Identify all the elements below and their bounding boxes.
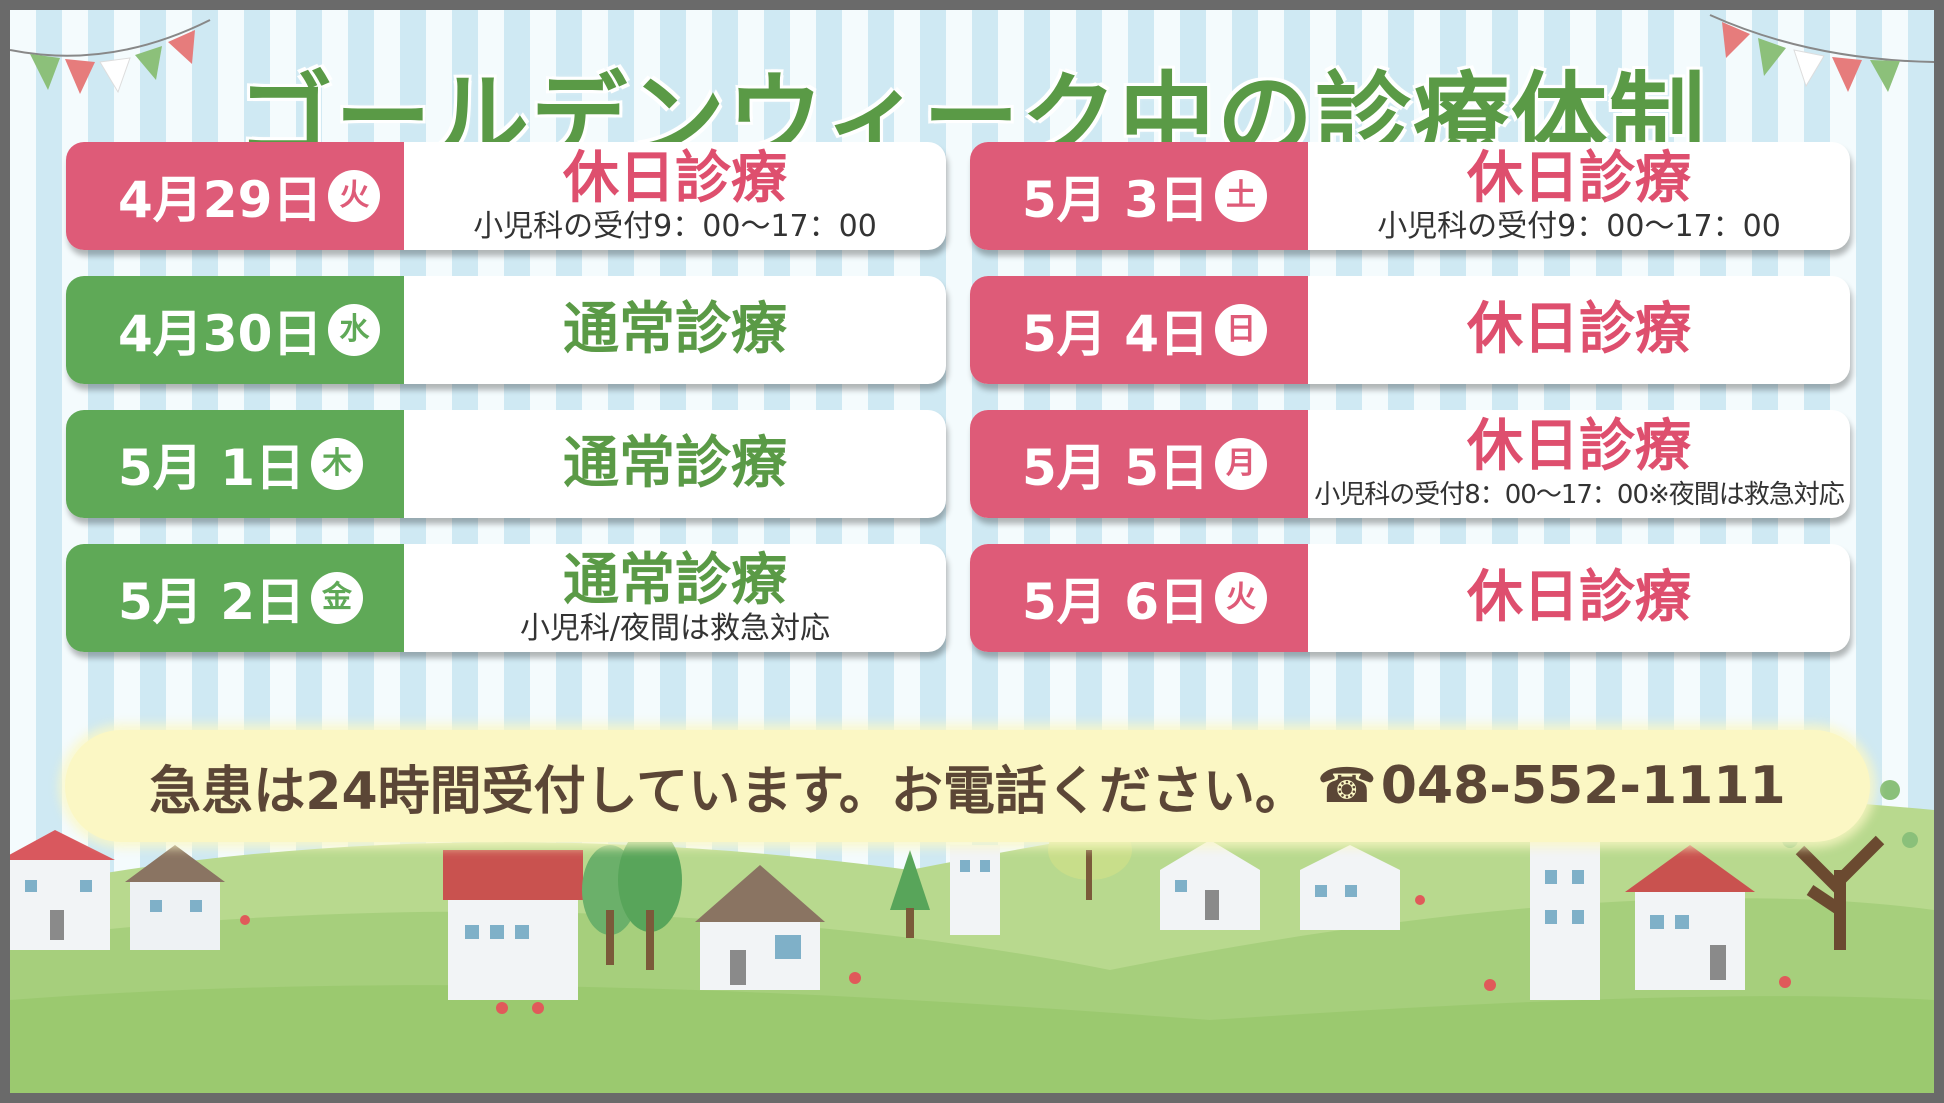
house-icon [443, 850, 583, 1000]
status-label: 通常診療 [563, 548, 787, 613]
weekday-badge: 火 [1215, 572, 1267, 624]
status-cell: 休日診療 小児科の受付9：00～17：00 [404, 142, 946, 250]
house-icon [1625, 845, 1755, 990]
status-label: 休日診療 [1467, 297, 1691, 362]
tree-icon [890, 850, 930, 938]
weekday-badge: 金 [311, 572, 363, 624]
date-label: 5月 3日 [1022, 171, 1209, 229]
date-label: 5月 4日 [1022, 305, 1209, 363]
status-label: 休日診療 [563, 146, 787, 211]
schedule-row: 5月 4日 日 休日診療 [970, 276, 1850, 384]
house-icon [10, 830, 115, 950]
date-label: 5月 5日 [1022, 439, 1209, 497]
status-label: 通常診療 [563, 431, 787, 496]
weekday-badge: 月 [1215, 438, 1267, 490]
date-cell: 5月 5日 月 [970, 410, 1308, 518]
weekday-badge: 木 [311, 438, 363, 490]
status-label: 通常診療 [563, 297, 787, 362]
status-note: 小児科の受付8：00～17：00※夜間は救急対応 [1314, 480, 1845, 510]
weekday-badge: 土 [1215, 170, 1267, 222]
schedule-row: 5月 3日 土 休日診療 小児科の受付9：00～17：00 [970, 142, 1850, 250]
date-label: 4月29日 [118, 171, 323, 229]
date-label: 4月30日 [118, 305, 323, 363]
status-cell: 通常診療 小児科/夜間は救急対応 [404, 544, 946, 652]
house-icon [1160, 840, 1260, 930]
schedule-row: 5月 6日 火 休日診療 [970, 544, 1850, 652]
status-label: 休日診療 [1467, 565, 1691, 630]
status-note: 小児科の受付9：00～17：00 [1377, 209, 1781, 244]
status-cell: 休日診療 小児科の受付9：00～17：00 [1308, 142, 1850, 250]
phone-number[interactable]: 048-552-1111 [1380, 756, 1786, 816]
date-label: 5月 6日 [1022, 573, 1209, 631]
house-icon [125, 845, 225, 950]
schedule-row: 5月 1日 木 通常診療 [66, 410, 946, 518]
status-cell: 休日診療 [1308, 544, 1850, 652]
mid-hill [10, 898, 1934, 1093]
weekday-badge: 日 [1215, 304, 1267, 356]
flower-icon [240, 895, 1791, 1014]
phone-icon: ☎ [1316, 758, 1377, 814]
date-cell: 5月 1日 木 [66, 410, 404, 518]
poster: ゴールデンウィーク中の診療体制 4月29日 火 休日診療 小児科の受付9：00～… [10, 10, 1934, 1093]
date-cell: 4月29日 火 [66, 142, 404, 250]
weekday-badge: 火 [328, 170, 381, 222]
date-cell: 5月 4日 日 [970, 276, 1308, 384]
status-cell: 休日診療 小児科の受付8：00～17：00※夜間は救急対応 [1308, 410, 1850, 518]
status-label: 休日診療 [1467, 414, 1691, 479]
house-icon [1525, 815, 1605, 1000]
date-label: 5月 2日 [118, 573, 305, 631]
status-cell: 通常診療 [404, 276, 946, 384]
schedule-row: 4月29日 火 休日診療 小児科の受付9：00～17：00 [66, 142, 946, 250]
date-cell: 5月 6日 火 [970, 544, 1308, 652]
schedule-row: 4月30日 水 通常診療 [66, 276, 946, 384]
emergency-banner: 急患は24時間受付しています。お電話ください。 ☎ 048-552-1111 [65, 730, 1870, 842]
house-icon [1300, 845, 1400, 930]
front-hill [10, 985, 1934, 1093]
emergency-text: 急患は24時間受付しています。お電話ください。 [149, 761, 1307, 822]
schedule-row: 5月 5日 月 休日診療 小児科の受付8：00～17：00※夜間は救急対応 [970, 410, 1850, 518]
status-note: 小児科の受付9：00～17：00 [473, 209, 877, 244]
weekday-badge: 水 [328, 304, 381, 356]
status-note: 小児科/夜間は救急対応 [519, 611, 831, 646]
house-icon [695, 865, 825, 990]
status-label: 休日診療 [1467, 146, 1691, 211]
date-label: 5月 1日 [118, 439, 305, 497]
schedule-row: 5月 2日 金 通常診療 小児科/夜間は救急対応 [66, 544, 946, 652]
house-icon [950, 845, 1000, 935]
date-cell: 4月30日 水 [66, 276, 404, 384]
status-cell: 休日診療 [1308, 276, 1850, 384]
date-cell: 5月 3日 土 [970, 142, 1308, 250]
tree-icon [582, 828, 682, 970]
date-cell: 5月 2日 金 [66, 544, 404, 652]
status-cell: 通常診療 [404, 410, 946, 518]
